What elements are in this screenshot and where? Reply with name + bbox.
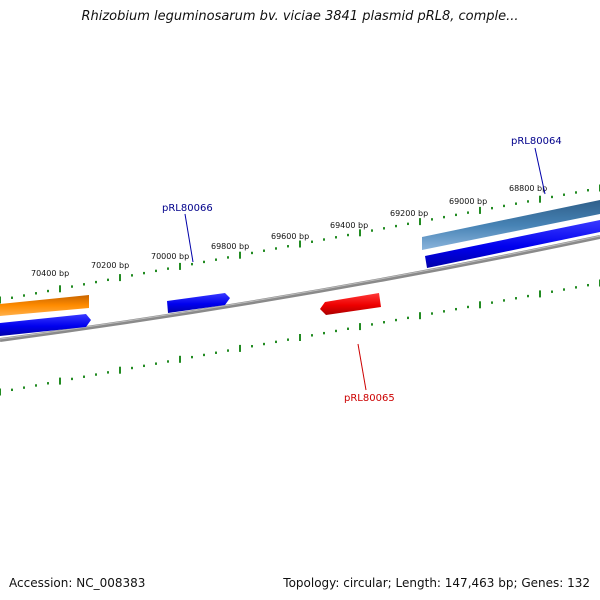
gene-cds-reverse[interactable] bbox=[320, 293, 381, 315]
gene-cds-forward[interactable] bbox=[0, 314, 91, 336]
gene-cds-forward[interactable] bbox=[425, 220, 600, 268]
ruler-tick-label: 69200 bp bbox=[390, 209, 428, 218]
plasmid-backbone-highlight bbox=[0, 235, 600, 340]
ruler-tick-label: 69800 bp bbox=[211, 242, 249, 251]
ruler-tick-label: 68800 bp bbox=[509, 184, 547, 193]
ruler-tick-label: 69600 bp bbox=[271, 232, 309, 241]
label-leader-line bbox=[184, 213, 194, 263]
label-leader-line bbox=[534, 147, 546, 195]
ruler-tick-label: 69400 bp bbox=[330, 221, 368, 230]
gene-cds-forward[interactable] bbox=[167, 293, 230, 313]
gene-label-pRL80064[interactable]: pRL80064 bbox=[511, 136, 562, 147]
gene-label-pRL80065[interactable]: pRL80065 bbox=[344, 393, 395, 404]
inner-ruler bbox=[0, 279, 600, 396]
ruler-tick-label: 70400 bp bbox=[31, 269, 69, 278]
ruler-tick-label: 70200 bp bbox=[91, 261, 129, 270]
ruler-tick-label: 70000 bp bbox=[151, 252, 189, 261]
genome-summary-text: Topology: circular; Length: 147,463 bp; … bbox=[283, 576, 590, 590]
ruler-tick-label: 69000 bp bbox=[449, 197, 487, 206]
plasmid-backbone bbox=[0, 235, 600, 342]
orange-feature-bar[interactable] bbox=[0, 295, 89, 316]
label-leader-line bbox=[357, 343, 367, 391]
page-title: Rhizobium leguminosarum bv. viciae 3841 … bbox=[81, 9, 519, 24]
accession-text: Accession: NC_008383 bbox=[9, 576, 146, 590]
gene-label-pRL80066[interactable]: pRL80066 bbox=[162, 203, 213, 214]
ruler-tick-labels: 70400 bp 70200 bp 70000 bp 69800 bp 6960… bbox=[31, 184, 547, 278]
steelblue-feature-bar[interactable] bbox=[422, 200, 600, 250]
outer-ruler bbox=[0, 184, 600, 304]
